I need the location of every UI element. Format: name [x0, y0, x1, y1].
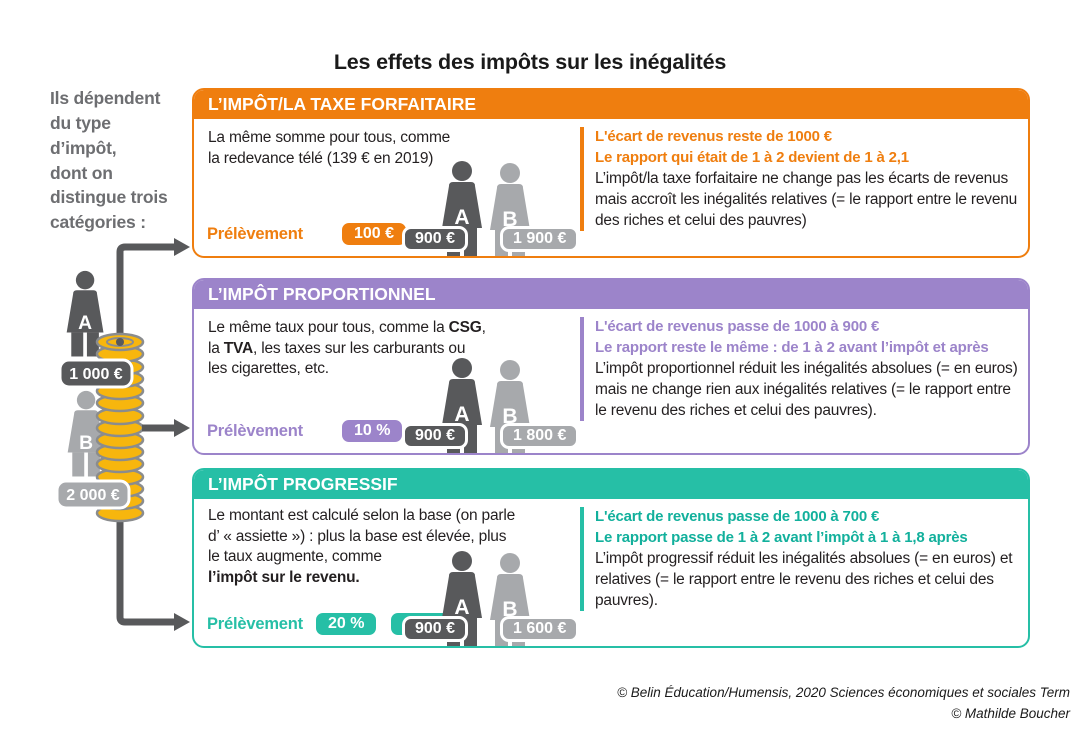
result-block: L'écart de revenus passe de 1000 à 900 €… — [580, 317, 1018, 422]
person-a-amount-badge: 900 € — [402, 616, 469, 642]
result-headline-1: L'écart de revenus passe de 1000 à 700 € — [595, 508, 880, 525]
levy-amount-badge: 100 € — [339, 221, 408, 247]
panel-proportional-tax: L’IMPÔT PROPORTIONNEL Le même taux pour … — [192, 278, 1030, 455]
intro-line: du type — [50, 112, 111, 133]
svg-text:A: A — [454, 596, 469, 619]
result-body: L’impôt/la taxe forfaitaire ne change pa… — [595, 170, 1018, 229]
levy-row: Prélèvement 100 € — [207, 221, 408, 247]
top-branch-arrowhead — [174, 238, 190, 256]
panel-progressive-tax-title: L’IMPÔT PROGRESSIF — [194, 470, 1028, 499]
person-b-icon: B — [67, 390, 105, 477]
result-headline-2: Le rapport passe de 1 à 2 avant l’impôt … — [595, 528, 968, 546]
panel-proportional-tax-description: Le même taux pour tous, comme la CSG, la… — [208, 319, 486, 378]
person-a-amount-badge: 900 € — [402, 226, 469, 252]
income-badge-a: 1 000 € — [58, 358, 134, 389]
footer-credit-2: © Mathilde Boucher — [951, 706, 1070, 722]
svg-text:B: B — [502, 598, 517, 621]
svg-text:2 000 €: 2 000 € — [66, 487, 119, 504]
intro-line: distingue trois — [50, 187, 168, 208]
person-b-amount-badge: 1 800 € — [500, 423, 580, 449]
svg-text:A: A — [454, 206, 469, 229]
after-tax-figure: A B 900 € 1 800 € — [402, 357, 600, 453]
intro-text: Ils dépendent du type d’impôt, dont on d… — [50, 86, 200, 235]
intro-line: catégories : — [50, 212, 146, 233]
result-block: L'écart de revenus passe de 1000 à 700 €… — [580, 507, 1018, 612]
footer-credit-1: © Belin Éducation/Humensis, 2020 Science… — [617, 685, 1070, 701]
middle-branch-arrow — [142, 419, 190, 437]
person-a-amount-badge: 900 € — [402, 423, 469, 449]
panel-flat-tax-description: La même somme pour tous, comme la redeva… — [208, 129, 451, 167]
page-title: Les effets des impôts sur les inégalités — [333, 50, 727, 75]
line-into-coins-dot — [116, 338, 124, 346]
person-b-letter: B — [79, 433, 93, 454]
svg-text:1 000 €: 1 000 € — [69, 366, 122, 383]
panel-progressive-tax: L’IMPÔT PROGRESSIF Le montant est calcul… — [192, 468, 1030, 648]
person-b-amount-badge: 1 600 € — [500, 616, 580, 642]
income-badge-b: 2 000 € — [55, 479, 131, 510]
copyright: © Belin Éducation/Humensis, 2020 Science… — [617, 683, 1070, 725]
panel-proportional-tax-title: L’IMPÔT PROPORTIONNEL — [194, 280, 1028, 309]
result-headline-1: L'écart de revenus reste de 1000 € — [595, 128, 832, 145]
panel-flat-tax: L’IMPÔT/LA TAXE FORFAITAIRE La même somm… — [192, 88, 1030, 258]
svg-text:B: B — [502, 208, 517, 231]
levy-rate-badge: 10 % — [339, 418, 405, 444]
levy-label: Prélèvement — [207, 224, 303, 243]
intro-line: dont on — [50, 162, 113, 183]
person-b-amount-badge: 1 900 € — [500, 226, 580, 252]
panel-flat-tax-title: L’IMPÔT/LA TAXE FORFAITAIRE — [194, 90, 1028, 119]
bottom-branch-arrowhead — [174, 613, 190, 631]
levy-label: Prélèvement — [207, 421, 303, 440]
intro-line: d’impôt, — [50, 137, 117, 158]
levy-label: Prélèvement — [207, 614, 303, 633]
result-body: L’impôt progressif réduit les inégalités… — [595, 550, 1013, 609]
svg-text:B: B — [502, 405, 517, 428]
after-tax-figure: A B 900 € 1 900 € — [402, 160, 600, 256]
levy-row: Prélèvement 10 % — [207, 418, 405, 444]
person-a-letter: A — [78, 313, 92, 334]
result-block: L'écart de revenus reste de 1000 € Le ra… — [580, 127, 1018, 232]
levy-rate-badge-1: 20 % — [313, 611, 379, 637]
result-headline-1: L'écart de revenus passe de 1000 à 900 € — [595, 318, 880, 335]
svg-text:A: A — [454, 403, 469, 426]
person-a-icon: A — [66, 270, 104, 357]
after-tax-figure: A B 900 € 1 600 € — [402, 550, 600, 646]
result-headline-2: Le rapport reste le même : de 1 à 2 avan… — [595, 338, 989, 356]
category-branch-figure: A B — [55, 238, 190, 631]
panel-progressive-tax-description: Le montant est calculé selon la base (on… — [208, 507, 516, 586]
result-body: L’impôt proportionnel réduit les inégali… — [595, 360, 1018, 419]
intro-line: Ils dépendent — [50, 88, 161, 108]
result-headline-2: Le rapport qui était de 1 à 2 devient de… — [595, 148, 909, 166]
